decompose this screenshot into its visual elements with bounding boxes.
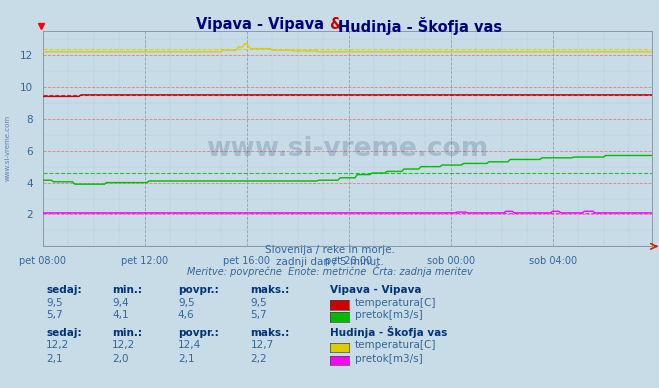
Text: 9,4: 9,4 [112, 298, 129, 308]
Text: 2,0: 2,0 [112, 353, 129, 364]
Text: Hudinja - Škofja vas: Hudinja - Škofja vas [338, 17, 502, 35]
Text: 9,5: 9,5 [250, 298, 267, 308]
Text: 12,7: 12,7 [250, 340, 273, 350]
Text: 12,4: 12,4 [178, 340, 201, 350]
Text: Slovenija / reke in morje.: Slovenija / reke in morje. [264, 245, 395, 255]
Text: 2,1: 2,1 [46, 353, 63, 364]
Text: Vipava - Vipava: Vipava - Vipava [196, 17, 330, 32]
Text: 4,6: 4,6 [178, 310, 194, 320]
Text: sedaj:: sedaj: [46, 327, 82, 338]
Text: temperatura[C]: temperatura[C] [355, 298, 436, 308]
Text: 9,5: 9,5 [46, 298, 63, 308]
Text: 5,7: 5,7 [46, 310, 63, 320]
Text: povpr.:: povpr.: [178, 285, 219, 295]
Text: Vipava - Vipava: Vipava - Vipava [330, 285, 421, 295]
Text: 5,7: 5,7 [250, 310, 267, 320]
Text: min.:: min.: [112, 285, 142, 295]
Text: Hudinja - Škofja vas: Hudinja - Škofja vas [330, 326, 447, 338]
Text: pretok[m3/s]: pretok[m3/s] [355, 310, 422, 320]
Text: pretok[m3/s]: pretok[m3/s] [355, 353, 422, 364]
Text: 12,2: 12,2 [46, 340, 69, 350]
Text: Meritve: povprečne  Enote: metrične  Črta: zadnja meritev: Meritve: povprečne Enote: metrične Črta:… [186, 265, 473, 277]
Text: &: & [330, 17, 347, 32]
Text: www.si-vreme.com: www.si-vreme.com [5, 114, 11, 180]
Text: temperatura[C]: temperatura[C] [355, 340, 436, 350]
Text: zadnji dan / 5 minut.: zadnji dan / 5 minut. [275, 256, 384, 267]
Text: www.si-vreme.com: www.si-vreme.com [206, 137, 489, 163]
Text: povpr.:: povpr.: [178, 327, 219, 338]
Text: 12,2: 12,2 [112, 340, 135, 350]
Text: sedaj:: sedaj: [46, 285, 82, 295]
Text: min.:: min.: [112, 327, 142, 338]
Text: maks.:: maks.: [250, 285, 290, 295]
Text: 4,1: 4,1 [112, 310, 129, 320]
Text: 2,2: 2,2 [250, 353, 267, 364]
Text: maks.:: maks.: [250, 327, 290, 338]
Text: 2,1: 2,1 [178, 353, 194, 364]
Text: 9,5: 9,5 [178, 298, 194, 308]
